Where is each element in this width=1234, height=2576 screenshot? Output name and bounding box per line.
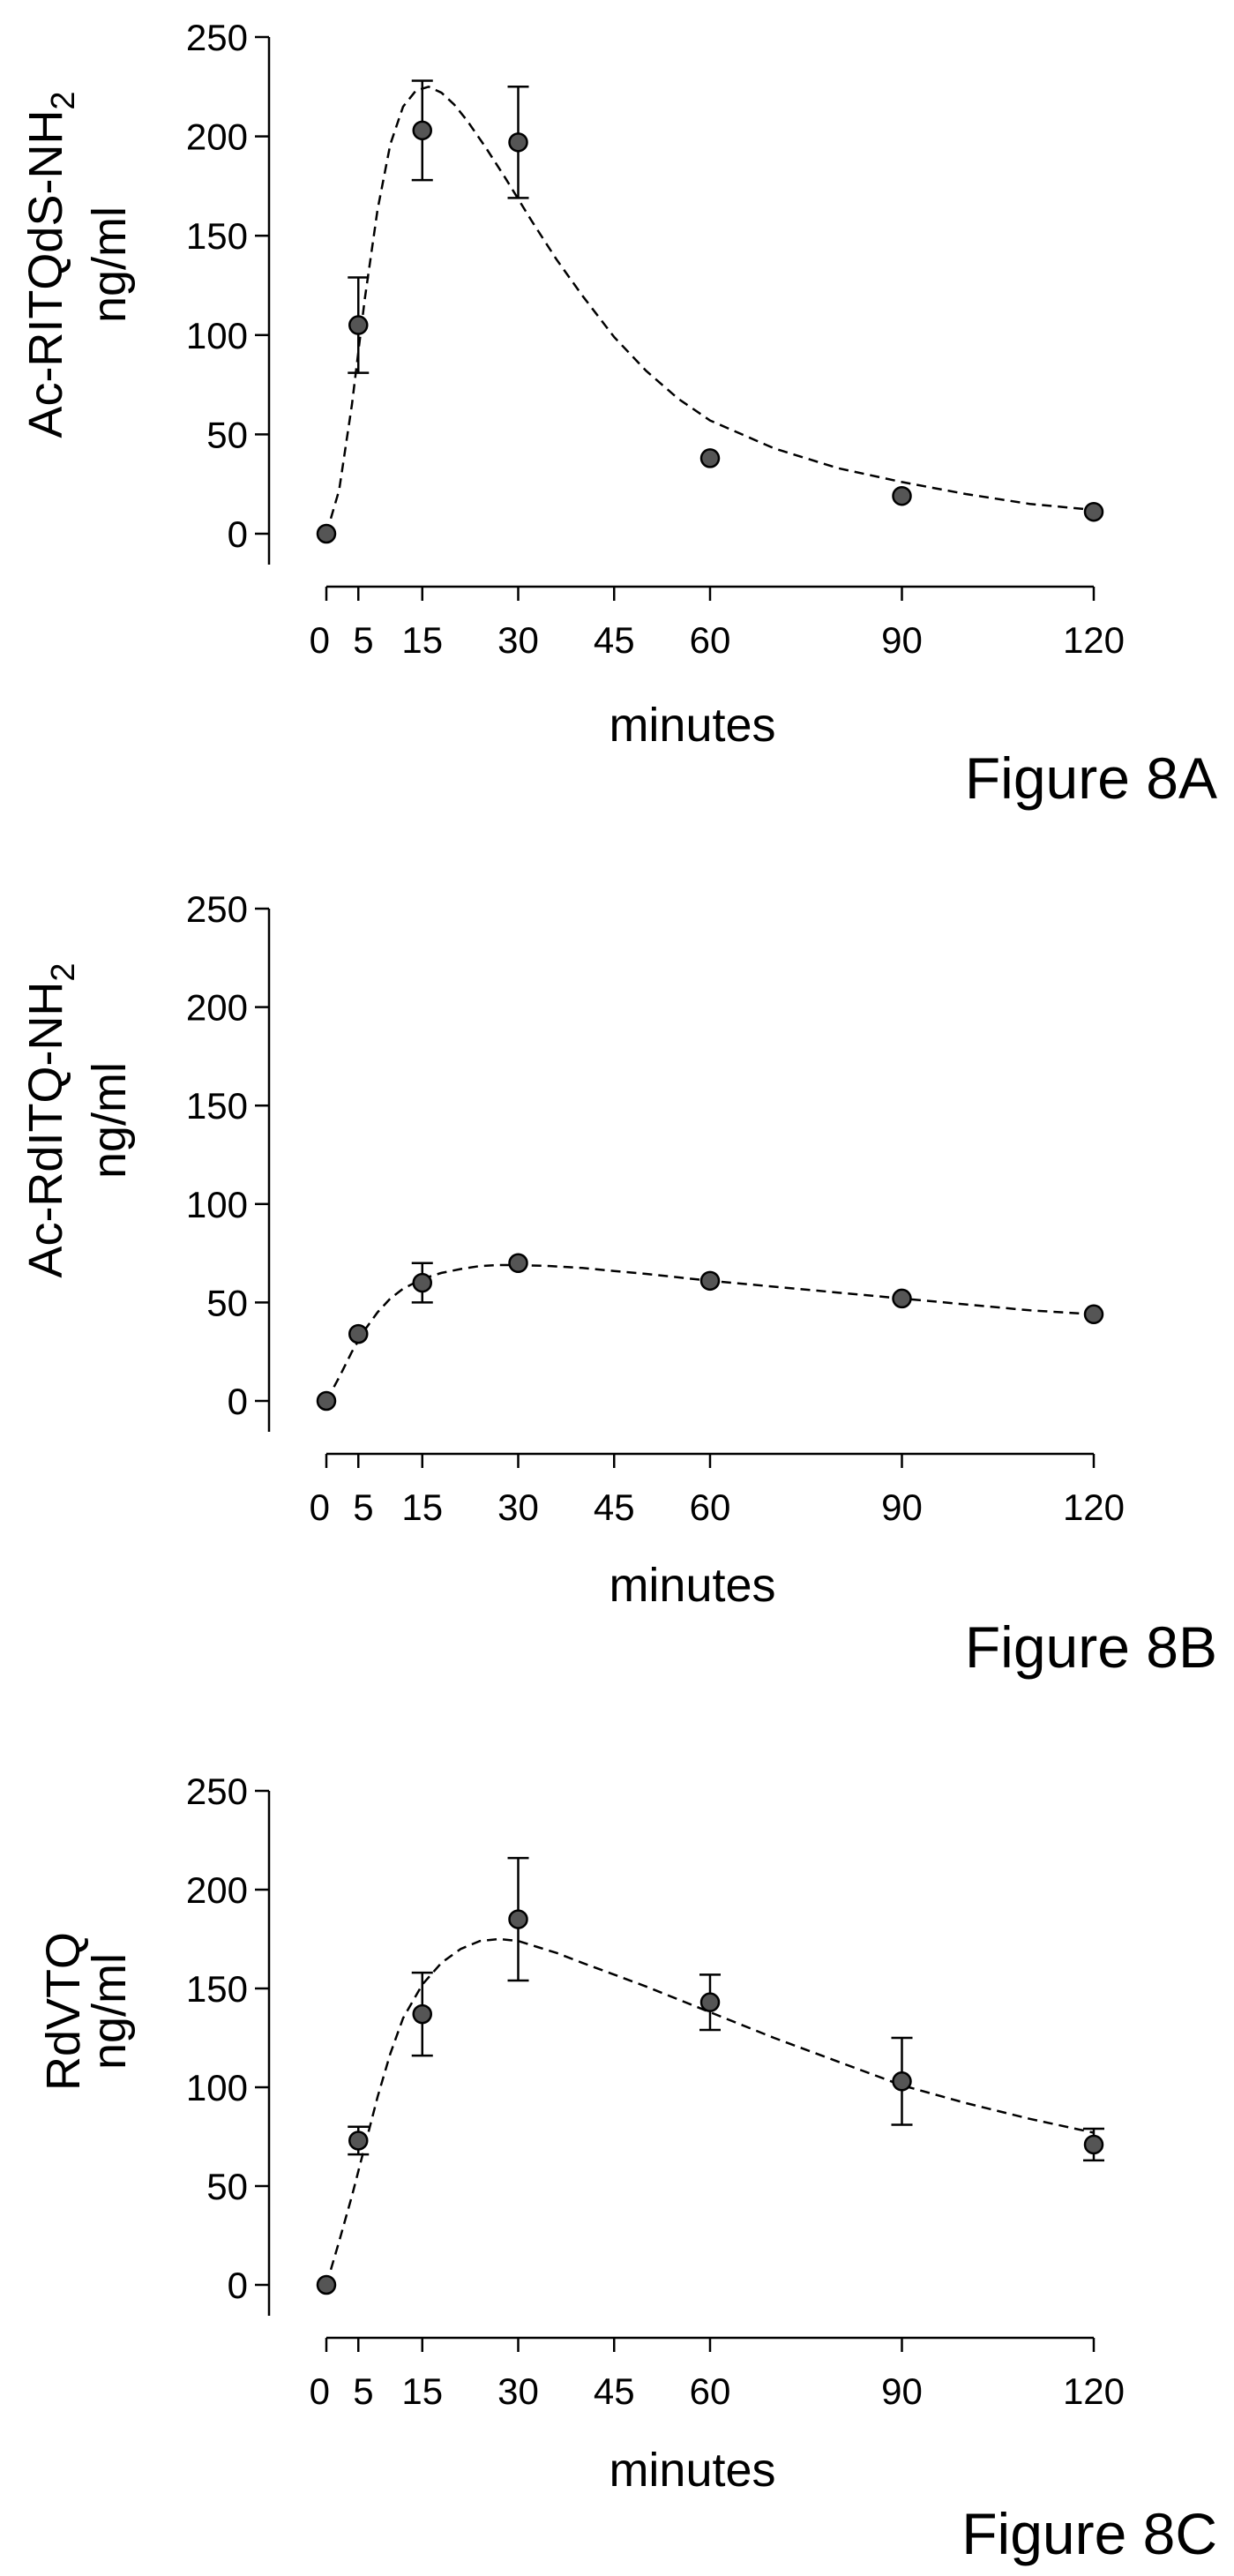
figure-8c-caption: Figure 8C — [961, 2501, 1217, 2566]
figure-8c-y-axis-unit: ng/ml — [83, 1953, 136, 2070]
figure-8b-y-tick-label: 0 — [228, 1381, 248, 1422]
figure-8b-data-point — [348, 1323, 369, 1344]
figure-8c-data-point — [892, 2071, 912, 2092]
figure-8b-y-axis-title-main: Ac-RdITQ-NH — [19, 982, 72, 1278]
figure-8c-x-tick-label: 15 — [401, 2370, 443, 2412]
figure-8c-x-tick-label: 5 — [353, 2370, 373, 2412]
figure-8b-x-tick-label: 90 — [881, 1486, 923, 1528]
figure-8b-y-tick-label: 250 — [186, 888, 248, 930]
figure-8a-caption: Figure 8A — [965, 745, 1217, 811]
figure-8a-x-tick-label: 30 — [497, 619, 539, 661]
figure-8c-x-axis-title: minutes — [609, 2444, 775, 2497]
figure-8b-data-point — [1083, 1304, 1104, 1325]
figure-8c-data-point — [412, 2003, 432, 2025]
figure-8b-x-tick-label: 5 — [353, 1486, 373, 1528]
figure-8b-y-tick-label: 100 — [186, 1184, 248, 1225]
figure-8c-x-tick-label: 120 — [1063, 2370, 1125, 2412]
figure-8c-y-tick-label: 100 — [186, 2067, 248, 2108]
figure-8b-y-tick-label: 150 — [186, 1085, 248, 1127]
figure-8b-x-tick-label: 60 — [690, 1486, 731, 1528]
figure-8a-y-axis-title: Ac-RITQdS-NH2 — [19, 91, 82, 438]
figure-8b-data-point — [316, 1390, 337, 1412]
figure-8b-x-axis-title: minutes — [609, 1559, 775, 1612]
figure-8b-x-tick-label: 120 — [1063, 1486, 1125, 1528]
figure-8a-x-tick-label: 5 — [353, 619, 373, 661]
figure-8a-y-tick-label: 50 — [206, 414, 248, 455]
figure-8c-fit-curve — [325, 1937, 1095, 2286]
figure-8c-y-tick-label: 250 — [186, 1771, 248, 1812]
figure-8a-data-point — [699, 448, 721, 468]
figure-8c-y-tick-label: 150 — [186, 1968, 248, 2010]
figure-8a-y-axis-unit: ng/ml — [83, 206, 136, 323]
figure-8b-data-point — [892, 1288, 912, 1309]
figure-8b-y-tick-label: 50 — [206, 1282, 248, 1323]
figure-8c-data-point — [699, 1992, 721, 2012]
figure-8b-data-point — [508, 1253, 528, 1274]
figure-8c-data-point — [348, 2130, 369, 2151]
figure-8a-y-axis-title-main: Ac-RITQdS-NH — [19, 110, 72, 438]
figure-8a-y-axis-title-subscript: 2 — [45, 91, 82, 109]
figure-8c-y-tick-label: 50 — [206, 2166, 248, 2207]
figure-8c-y-axis-title: RdVTQ — [37, 1932, 90, 2091]
figure-8c-data-point — [316, 2274, 337, 2295]
figure-8a-x-tick-label: 0 — [310, 619, 330, 661]
figure-8a-data-point — [348, 315, 369, 335]
figure-8a-data-point — [316, 523, 337, 544]
figure-8b-data-point — [699, 1270, 721, 1292]
figure-8b-y-axis-title: Ac-RdITQ-NH2 — [19, 962, 82, 1277]
figure-8b-y-axis-title-subscript: 2 — [45, 962, 82, 981]
figure-8a-data-point — [892, 485, 912, 506]
figure-8c-y-axis-title-main: RdVTQ — [37, 1932, 90, 2091]
figure-8b-x-tick-label: 30 — [497, 1486, 539, 1528]
figure-8c-data-point — [1083, 2134, 1104, 2155]
figure-8c-y-tick-label: 0 — [228, 2265, 248, 2306]
figure-8a-y-tick-label: 100 — [186, 315, 248, 356]
figure-8a-y-tick-label: 0 — [228, 513, 248, 555]
figure-8a-data-point — [1083, 501, 1104, 522]
figure-8a-y-tick-label: 200 — [186, 116, 248, 158]
figure-8c-x-tick-label: 45 — [594, 2370, 635, 2412]
figure-8b-x-tick-label: 45 — [594, 1486, 635, 1528]
figure-8a-x-tick-label: 60 — [690, 619, 731, 661]
figure-8c-x-tick-label: 0 — [310, 2370, 330, 2412]
figure-8c-x-tick-label: 30 — [497, 2370, 539, 2412]
figure-8c-data-point — [508, 1909, 528, 1929]
figure-8a-y-tick-label: 150 — [186, 215, 248, 257]
figure-8a-x-axis-title: minutes — [609, 699, 775, 752]
figure-8b-data-point — [412, 1272, 432, 1293]
figure-8a-x-tick-label: 45 — [594, 619, 635, 661]
figure-8c-x-tick-label: 90 — [881, 2370, 923, 2412]
figure-8a-data-point — [508, 132, 528, 153]
figure-8a-fit-curve — [325, 85, 1095, 535]
figure-8a-y-tick-label: 250 — [186, 17, 248, 58]
figure-8c-x-tick-label: 60 — [690, 2370, 731, 2412]
figure-8c-y-tick-label: 200 — [186, 1869, 248, 1911]
figure-8b-x-tick-label: 15 — [401, 1486, 443, 1528]
figure-8a-x-tick-label: 15 — [401, 619, 443, 661]
figure-8a-x-tick-label: 90 — [881, 619, 923, 661]
figure-8b-caption: Figure 8B — [965, 1614, 1217, 1680]
figure-8b-y-axis-unit: ng/ml — [83, 1062, 136, 1179]
figure-8a-data-point — [412, 120, 432, 141]
figure-8a-x-tick-label: 120 — [1063, 619, 1125, 661]
figure-8b-x-tick-label: 0 — [310, 1486, 330, 1528]
figure-8b-y-tick-label: 200 — [186, 987, 248, 1029]
